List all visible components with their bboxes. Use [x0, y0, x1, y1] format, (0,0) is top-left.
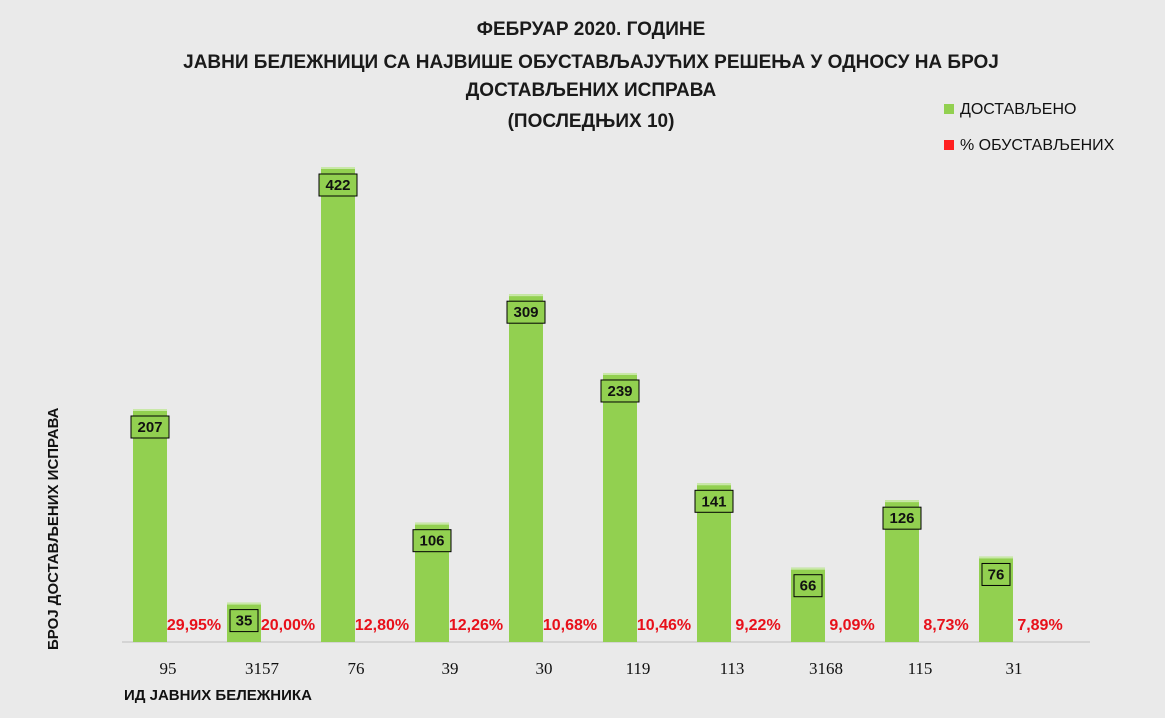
- percent-label: 10,68%: [543, 617, 597, 634]
- percent-label: 8,73%: [923, 617, 968, 634]
- bar-value-label: 66: [800, 578, 817, 595]
- bar: [321, 167, 355, 642]
- bar-value-box: [412, 529, 452, 553]
- percent-label: 9,09%: [829, 617, 874, 634]
- x-tick-label: 39: [442, 659, 459, 678]
- bar-top-edge: [979, 556, 1013, 559]
- x-tick-label: 119: [626, 659, 651, 678]
- bar-value-box: [694, 489, 734, 513]
- bar-value-box: [793, 574, 823, 598]
- percent-labels-group: 29,95% 20,00% 12,80% 12,26% 10,68% 10,46% 9,22…: [167, 617, 1063, 634]
- bar-value-label: 141: [701, 493, 726, 510]
- percent-label: 12,26%: [449, 617, 503, 634]
- x-axis-title: ИД ЈАВНИХ БЕЛЕЖНИКА: [124, 687, 312, 704]
- x-tick-label: 95: [160, 659, 177, 678]
- percent-label: 29,95%: [167, 617, 221, 634]
- x-tick-label: 30: [536, 659, 553, 678]
- percent-label: 7,89%: [1017, 617, 1062, 634]
- x-tick-label: 31: [1006, 659, 1023, 678]
- bar-top-edge: [415, 522, 449, 525]
- x-tick-label: 113: [720, 659, 745, 678]
- bar-value-box: [506, 300, 546, 324]
- bar-value-label: 106: [419, 533, 444, 550]
- bar-top-edge: [509, 294, 543, 297]
- x-tick-label: 115: [908, 659, 933, 678]
- bar: [133, 409, 167, 642]
- bar-value-label: 35: [236, 613, 253, 630]
- chart-title-line: ДОСТАВЉЕНИХ ИСПРАВА: [466, 80, 717, 101]
- bar-top-edge: [227, 602, 261, 605]
- bar: [509, 294, 543, 642]
- bar-value-label: 76: [988, 566, 1005, 583]
- bar-top-edge: [321, 167, 355, 169]
- bar-value-label: 422: [325, 177, 350, 194]
- bar-value-box: [229, 609, 259, 633]
- percent-label: 10,46%: [637, 617, 691, 634]
- bars-group: [133, 167, 1013, 642]
- percent-label: 12,80%: [355, 617, 409, 634]
- chart-title-line: ФЕБРУАР 2020. ГОДИНЕ: [477, 19, 706, 40]
- bar-value-box: [882, 506, 922, 530]
- x-tick-label: 3168: [809, 659, 843, 678]
- bar-value-box: [130, 415, 170, 439]
- bar-value-box: [981, 562, 1011, 586]
- bar: [603, 372, 637, 642]
- y-axis-title: БРОЈ ДОСТАВЉЕНИХ ИСПРАВА: [45, 407, 62, 650]
- legend: ДОСТАВЉЕНО % ОБУСТАВЉЕНИХ: [944, 101, 1115, 154]
- legend-label-delivered: ДОСТАВЉЕНО: [960, 101, 1076, 118]
- chart-title: ФЕБРУАР 2020. ГОДИНЕ ЈАВНИ БЕЛЕЖНИЦИ СА Н…: [183, 19, 999, 132]
- chart-title-line: (ПОСЛЕДЊИХ 10): [508, 111, 675, 132]
- bar-labels-group: 207 35 422 106 309 239 141 66 126 76: [130, 173, 1011, 633]
- percent-label: 20,00%: [261, 617, 315, 634]
- bar-top-edge: [697, 483, 731, 486]
- legend-swatch-delivered: [944, 104, 954, 114]
- bar-top-edge: [885, 500, 919, 503]
- bar-top-edge: [791, 567, 825, 570]
- bar-top-edge: [133, 409, 167, 412]
- bar-value-box: [600, 379, 640, 403]
- bar-value-box: [318, 173, 358, 197]
- x-tick-label: 3157: [245, 659, 280, 678]
- bar-value-label: 207: [137, 419, 162, 436]
- bar-value-label: 126: [889, 510, 914, 527]
- legend-label-percent: % ОБУСТАВЉЕНИХ: [960, 137, 1115, 154]
- legend-swatch-percent: [944, 140, 954, 150]
- percent-label: 9,22%: [735, 617, 780, 634]
- x-tick-label: 76: [348, 659, 365, 678]
- bar-value-label: 239: [607, 383, 632, 400]
- bar-top-edge: [603, 372, 637, 375]
- chart-title-line: ЈАВНИ БЕЛЕЖНИЦИ СА НАЈВИШЕ ОБУСТАВЉАЈУЋИ…: [183, 52, 999, 73]
- bar-value-label: 309: [513, 304, 538, 321]
- x-tick-labels-group: 95 3157 76 39 30 119 113 3168 115 31: [160, 659, 1023, 678]
